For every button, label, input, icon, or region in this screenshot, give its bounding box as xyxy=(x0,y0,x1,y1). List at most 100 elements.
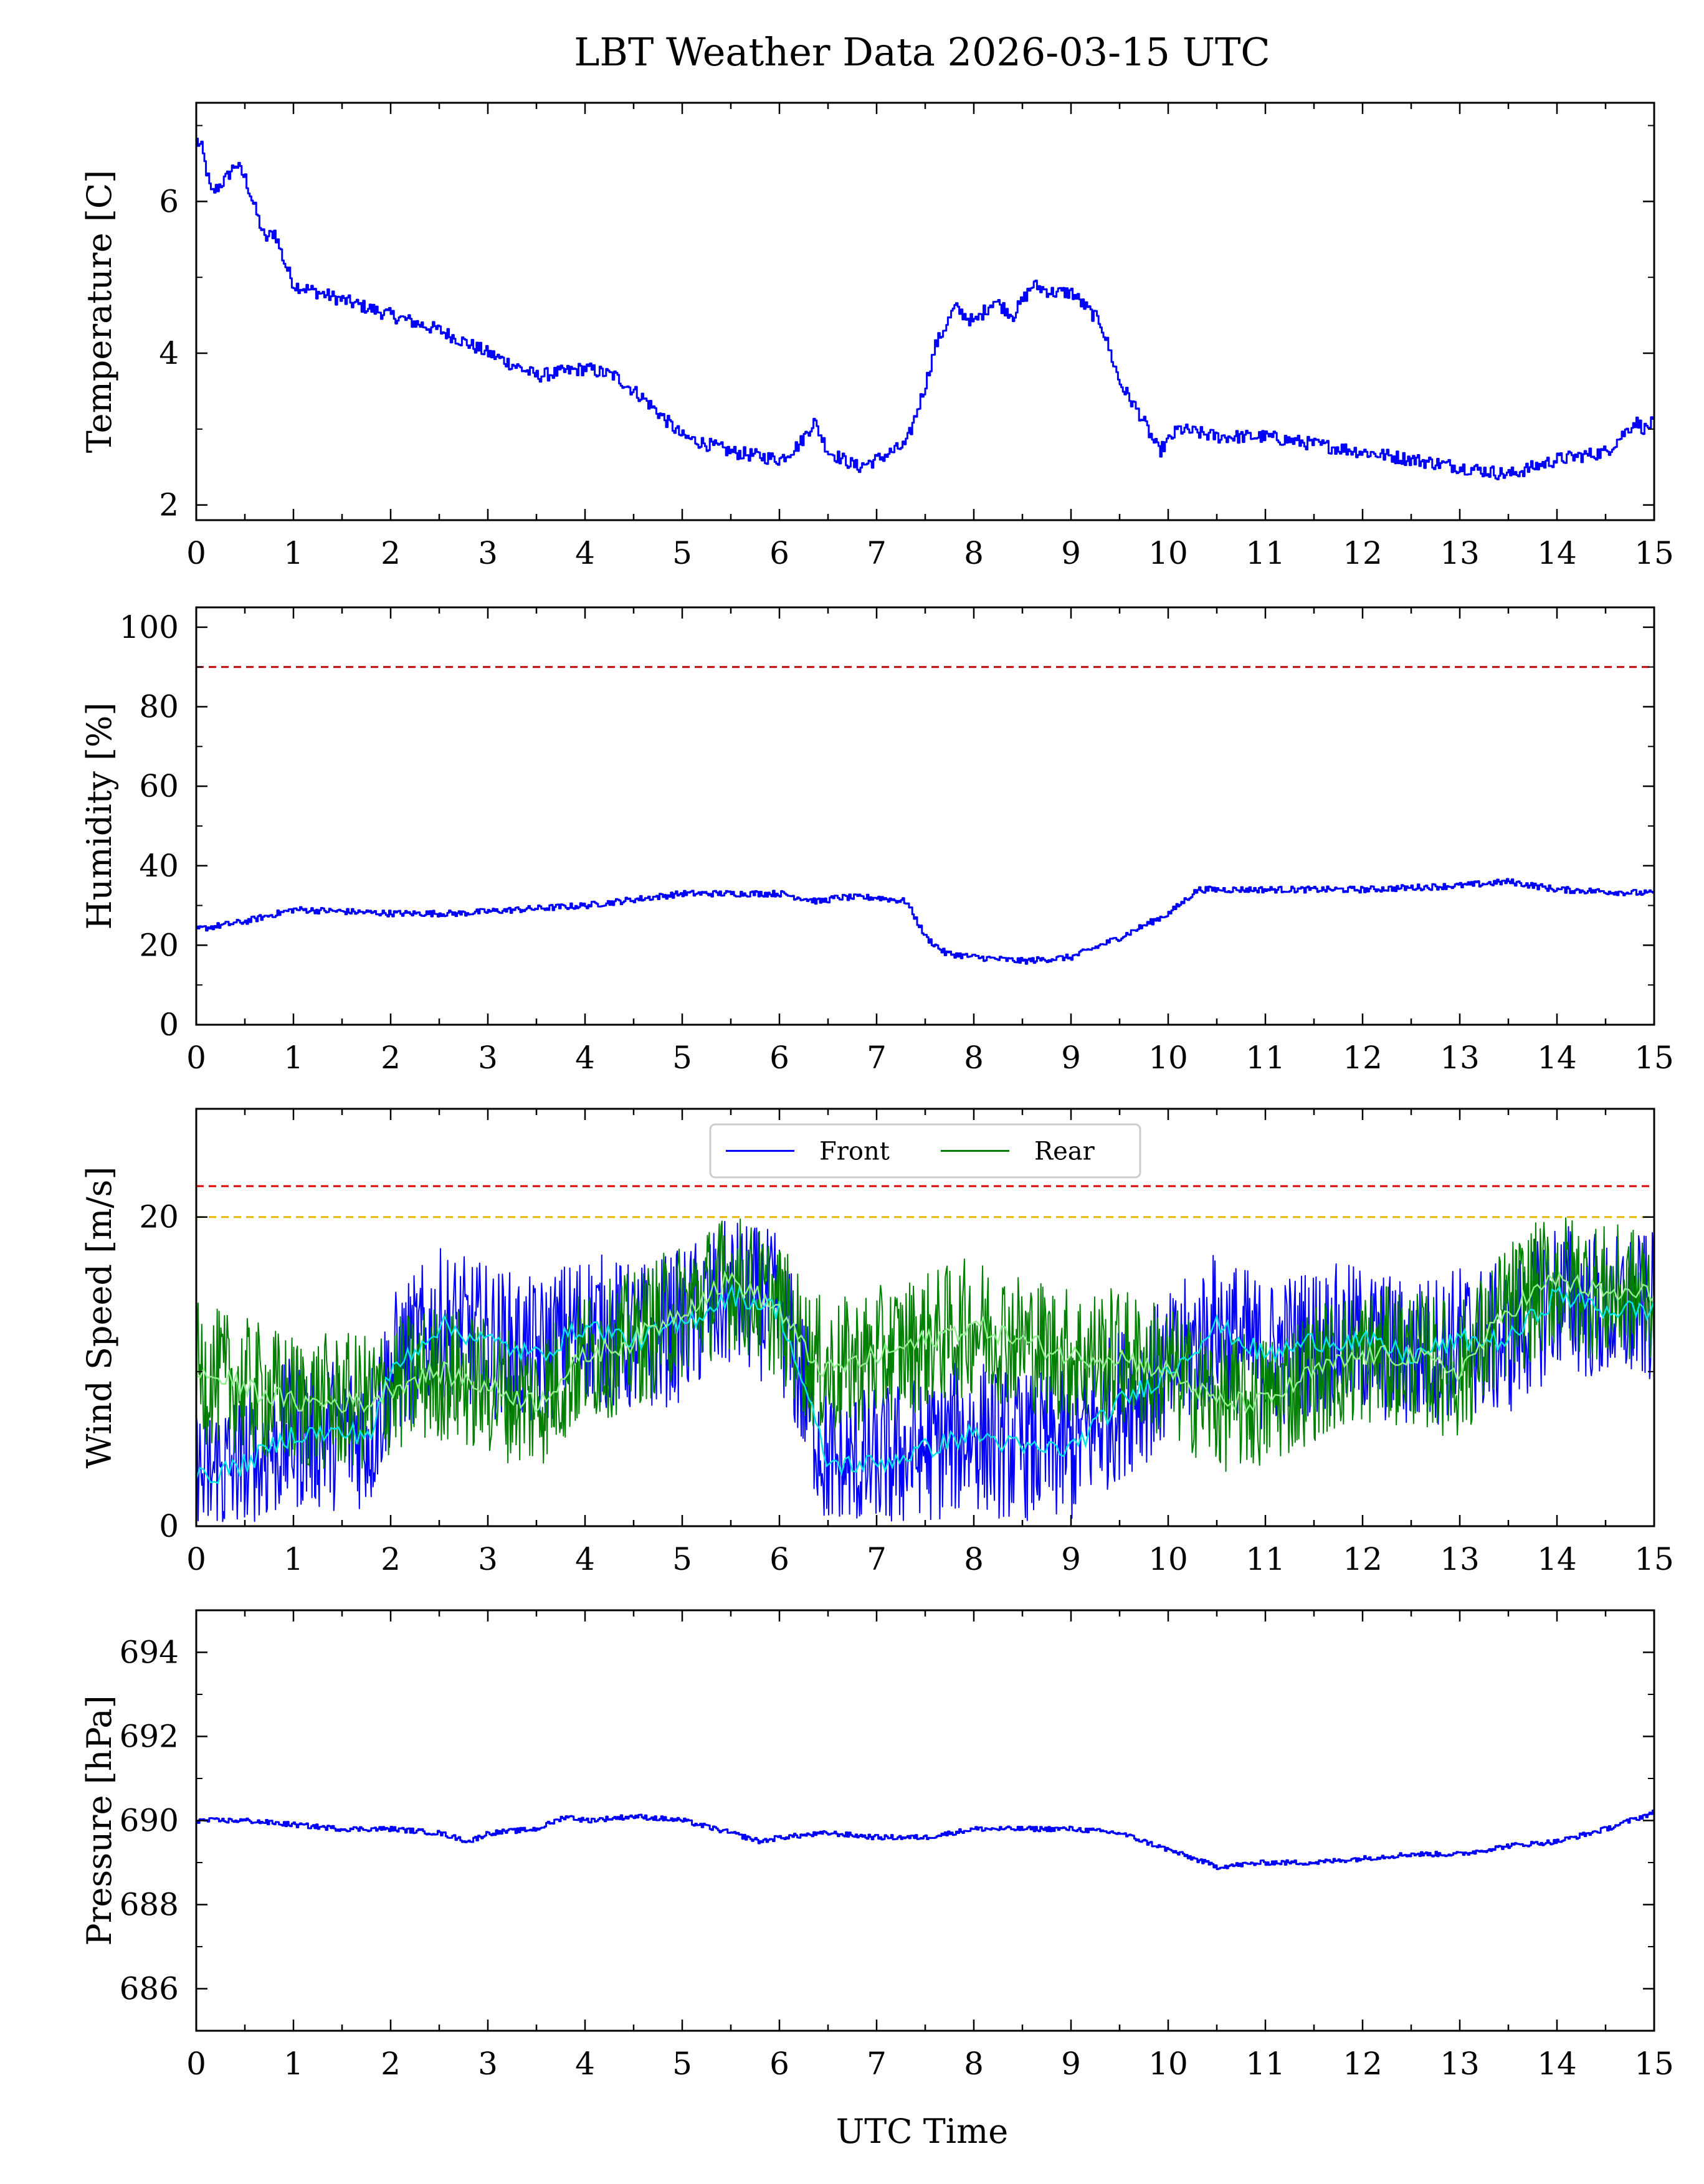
wind-x-tick-label: 15 xyxy=(1634,1541,1674,1577)
temperature-x-tick-label: 4 xyxy=(575,535,595,571)
pressure-x-tick-label: 6 xyxy=(769,2046,789,2082)
pressure-x-tick-label: 4 xyxy=(575,2046,595,2082)
humidity-x-tick-label: 1 xyxy=(283,1040,303,1076)
wind-y-tick-label: 20 xyxy=(139,1199,179,1235)
humidity-x-tick-label: 4 xyxy=(575,1040,595,1076)
pressure-y-tick-label: 686 xyxy=(120,1971,179,2007)
pressure-x-tick-label: 0 xyxy=(186,2046,206,2082)
humidity-x-tick-label: 7 xyxy=(867,1040,887,1076)
pressure-x-tick-label: 8 xyxy=(964,2046,984,2082)
temperature-x-tick-label: 13 xyxy=(1440,535,1480,571)
wind-x-tick-label: 14 xyxy=(1537,1541,1577,1577)
wind-series-rear xyxy=(196,1217,1654,1472)
pressure-x-tick-label: 11 xyxy=(1245,2046,1285,2082)
wind-x-tick-label: 8 xyxy=(964,1541,984,1577)
wind-smoothed-front xyxy=(196,1283,1654,1484)
wind-x-tick-label: 9 xyxy=(1061,1541,1081,1577)
humidity-y-tick-label: 0 xyxy=(159,1007,179,1043)
humidity-y-tick-label: 80 xyxy=(139,689,179,725)
wind-y-tick-label: 0 xyxy=(159,1508,179,1544)
wind-x-tick-label: 3 xyxy=(478,1541,498,1577)
pressure-y-tick-label: 688 xyxy=(120,1887,179,1923)
temperature-series-temperature xyxy=(196,138,1654,480)
temperature-x-tick-label: 15 xyxy=(1634,535,1674,571)
panel-pressure: 0 1 2 3 4 5 6 7 8 9 10 11 12 13 14 15686688690692694Pre… xyxy=(80,1609,1674,2082)
humidity-x-tick-label: 2 xyxy=(381,1040,401,1076)
pressure-x-tick-label: 15 xyxy=(1634,2046,1674,2082)
wind-x-tick-label: 5 xyxy=(672,1541,692,1577)
humidity-x-tick-label: 14 xyxy=(1537,1040,1577,1076)
temperature-x-tick-label: 0 xyxy=(186,535,206,571)
wind-x-tick-label: 2 xyxy=(381,1541,401,1577)
pressure-x-tick-label: 2 xyxy=(381,2046,401,2082)
chart-title: LBT Weather Data 2026-03-15 UTC xyxy=(574,29,1270,75)
pressure-x-tick-label: 12 xyxy=(1343,2046,1383,2082)
temperature-x-tick-label: 11 xyxy=(1245,535,1285,571)
wind-y-axis-label: Wind Speed [m/s] xyxy=(80,1167,119,1469)
legend-box xyxy=(709,1123,1141,1179)
wind-x-tick-label: 4 xyxy=(575,1541,595,1577)
temperature-x-tick-label: 3 xyxy=(478,535,498,571)
pressure-series-pressure xyxy=(196,1809,1654,1871)
wind-x-tick-label: 6 xyxy=(769,1541,789,1577)
humidity-data-layer xyxy=(196,666,1654,965)
temperature-x-tick-label: 5 xyxy=(672,535,692,571)
humidity-x-tick-label: 5 xyxy=(672,1040,692,1076)
wind-x-tick-label: 0 xyxy=(186,1541,206,1577)
x-axis-label: UTC Time xyxy=(836,2112,1008,2151)
temperature-x-tick-label: 2 xyxy=(381,535,401,571)
humidity-x-tick-label: 13 xyxy=(1440,1040,1480,1076)
pressure-data-layer xyxy=(196,1809,1654,1871)
pressure-x-tick-label: 7 xyxy=(867,2046,887,2082)
pressure-x-tick-label: 14 xyxy=(1537,2046,1577,2082)
humidity-x-tick-label: 3 xyxy=(478,1040,498,1076)
wind-x-tick-label: 10 xyxy=(1148,1541,1188,1577)
temperature-data-layer xyxy=(196,138,1654,480)
wind-x-tick-label: 11 xyxy=(1245,1541,1285,1577)
humidity-x-tick-label: 6 xyxy=(769,1040,789,1076)
wind-x-tick-label: 12 xyxy=(1343,1541,1383,1577)
humidity-x-tick-label: 8 xyxy=(964,1040,984,1076)
wind-x-tick-label: 7 xyxy=(867,1541,887,1577)
temperature-x-tick-label: 14 xyxy=(1537,535,1577,571)
temperature-y-tick-label: 2 xyxy=(159,487,179,523)
panel-humidity: 0 1 2 3 4 5 6 7 8 9 10 11 12 13 14 15020406080100Humidi… xyxy=(80,606,1674,1076)
pressure-x-tick-label: 13 xyxy=(1440,2046,1480,2082)
temperature-x-tick-label: 6 xyxy=(769,535,789,571)
temperature-x-tick-label: 12 xyxy=(1343,535,1383,571)
humidity-y-tick-label: 60 xyxy=(139,768,179,804)
temperature-x-tick-label: 8 xyxy=(964,535,984,571)
pressure-y-axis-label: Pressure [hPa] xyxy=(80,1695,119,1945)
temperature-x-tick-label: 7 xyxy=(867,535,887,571)
pressure-y-tick-label: 694 xyxy=(120,1635,179,1671)
legend-label-front: Front xyxy=(819,1137,890,1166)
pressure-y-tick-label: 692 xyxy=(120,1719,179,1755)
pressure-x-tick-label: 10 xyxy=(1148,2046,1188,2082)
humidity-y-axis-label: Humidity [%] xyxy=(80,702,119,929)
humidity-x-tick-label: 0 xyxy=(186,1040,206,1076)
humidity-y-tick-label: 100 xyxy=(120,609,179,645)
wind-x-tick-label: 13 xyxy=(1440,1541,1480,1577)
wind-data-layer xyxy=(196,1185,1654,1522)
temperature-x-tick-label: 1 xyxy=(283,535,303,571)
humidity-x-tick-label: 12 xyxy=(1343,1040,1383,1076)
temperature-x-tick-label: 10 xyxy=(1148,535,1188,571)
legend-label-rear: Rear xyxy=(1034,1137,1095,1166)
humidity-series-humidity xyxy=(196,878,1654,965)
wind-smoothed-rear xyxy=(196,1270,1654,1415)
humidity-y-tick-label: 20 xyxy=(139,927,179,963)
humidity-x-tick-label: 15 xyxy=(1634,1040,1674,1076)
temperature-y-tick-label: 4 xyxy=(159,335,179,371)
temperature-y-tick-label: 6 xyxy=(159,183,179,219)
temperature-y-axis-label: Temperature [C] xyxy=(80,170,119,453)
humidity-x-tick-label: 9 xyxy=(1061,1040,1081,1076)
pressure-y-tick-label: 690 xyxy=(120,1803,179,1839)
pressure-x-tick-label: 1 xyxy=(283,2046,303,2082)
wind-x-tick-label: 1 xyxy=(283,1541,303,1577)
humidity-x-tick-label: 11 xyxy=(1245,1040,1285,1076)
pressure-x-tick-label: 5 xyxy=(672,2046,692,2082)
humidity-x-tick-label: 10 xyxy=(1148,1040,1188,1076)
